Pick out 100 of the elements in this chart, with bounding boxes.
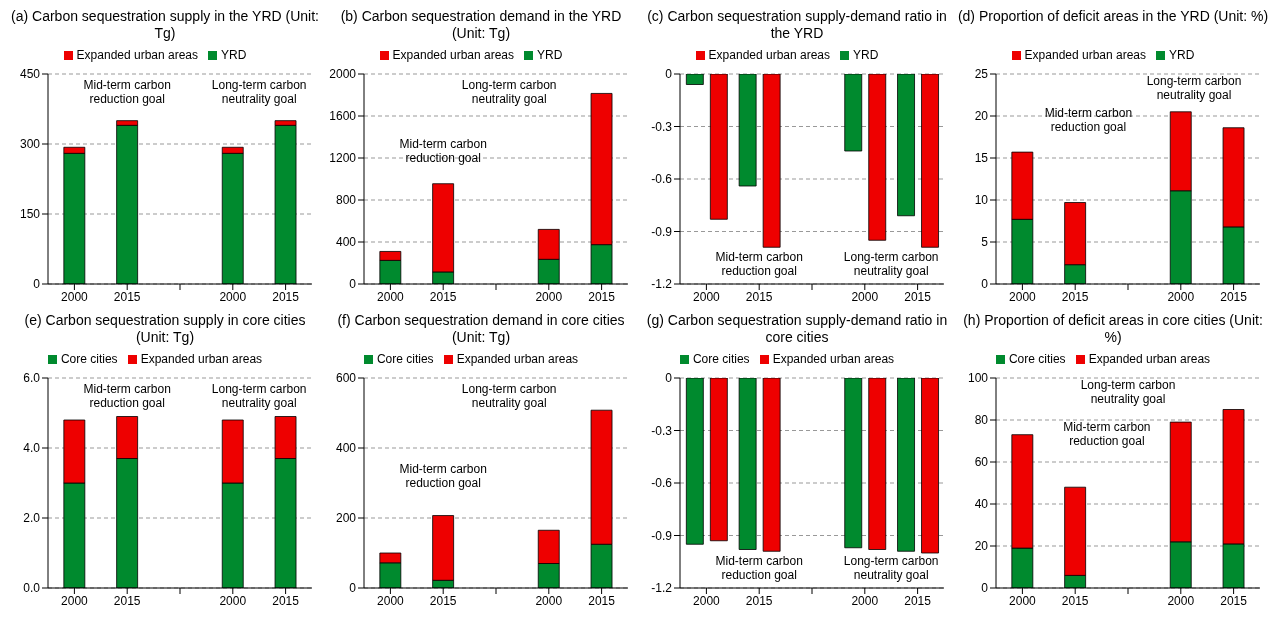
annotation: Long-term carbon neutrality goal <box>1079 378 1177 406</box>
legend-label: Expanded urban areas <box>456 352 579 366</box>
x-tick-label: 2015 <box>745 289 773 304</box>
y-tick-label: 100 <box>967 371 989 386</box>
y-tick-label: 800 <box>335 193 357 208</box>
annotation: Mid-term carbon reduction goal <box>82 382 172 411</box>
x-tick-label: 2015 <box>429 593 457 608</box>
chart-title: (g) Carbon sequestration supply-demand ratio in core cities <box>645 312 949 347</box>
annotation: Mid-term carbon reduction goal <box>1043 105 1134 134</box>
y-tick-label: 2.0 <box>23 511 41 526</box>
legend-label: Expanded urban areas <box>1024 48 1147 62</box>
x-tick-label: 2015 <box>745 593 773 608</box>
x-tick-label: 2015 <box>1061 289 1089 304</box>
x-tick-label: 2000 <box>219 593 247 608</box>
legend-label: Expanded urban areas <box>772 352 895 366</box>
annotation: Long-term carbon neutrality goal <box>210 382 308 411</box>
chart-title: (e) Carbon sequestration supply in core cities (Unit: Tg) <box>23 312 307 347</box>
y-tick-label: 0.0 <box>23 581 41 596</box>
x-tick-label: 2015 <box>429 289 457 304</box>
x-tick-label: 2000 <box>851 289 879 304</box>
y-tick-label: 10 <box>974 193 989 208</box>
x-tick-label: 2000 <box>693 593 721 608</box>
y-tick-label: 1600 <box>329 109 357 124</box>
y-tick-label: 400 <box>335 235 357 250</box>
y-tick-label: 1200 <box>329 151 357 166</box>
annotation: Long-term carbon neutrality goal <box>842 250 940 279</box>
legend-label: Expanded urban areas <box>708 48 831 62</box>
legend-label: Expanded urban areas <box>140 352 263 366</box>
chart-title: (h) Proportion of deficit areas in core cities (Unit: %) <box>962 312 1264 347</box>
x-tick-label: 2015 <box>1220 289 1248 304</box>
y-tick-label: 20 <box>974 109 989 124</box>
y-tick-label: 20 <box>974 539 989 554</box>
x-tick-label: 2015 <box>904 593 932 608</box>
y-tick-label: -0.6 <box>651 476 673 491</box>
y-tick-label: 450 <box>19 67 41 82</box>
x-tick-label: 2015 <box>588 593 616 608</box>
y-tick-label: 600 <box>335 371 357 386</box>
x-tick-label: 2000 <box>535 289 563 304</box>
y-tick-label: 40 <box>974 497 989 512</box>
x-tick-label: 2000 <box>851 593 879 608</box>
y-tick-label: 25 <box>974 67 989 82</box>
y-tick-label: 0 <box>33 277 41 292</box>
chart-title: (c) Carbon sequestration supply-demand ratio in the YRD <box>646 8 948 43</box>
annotation: Mid-term carbon reduction goal <box>714 554 804 583</box>
x-tick-label: 2015 <box>1061 593 1089 608</box>
y-tick-label: 0 <box>665 371 673 386</box>
y-tick-label: 60 <box>974 455 989 470</box>
legend-label: Core cities <box>376 352 434 366</box>
annotation: Long-term carbon neutrality goal <box>460 382 558 411</box>
chart-title: (b) Carbon sequestration demand in the YRD (Unit: Tg) <box>339 8 623 43</box>
chart-title: (f) Carbon sequestration demand in core cities (Unit: Tg) <box>336 312 626 347</box>
x-tick-label: 2015 <box>904 289 932 304</box>
y-tick-label: 15 <box>974 151 989 166</box>
y-tick-label: -0.6 <box>651 172 673 187</box>
x-tick-label: 2000 <box>61 289 89 304</box>
x-tick-label: 2015 <box>113 593 141 608</box>
annotation: Mid-term carbon reduction goal <box>714 250 804 279</box>
legend-label: Expanded urban areas <box>1088 352 1211 366</box>
annotation: Mid-term carbon reduction goal <box>82 78 172 107</box>
annotation: Mid-term carbon reduction goal <box>1062 420 1152 448</box>
x-tick-label: 2000 <box>377 593 405 608</box>
annotation: Mid-term carbon reduction goal <box>398 137 488 165</box>
x-tick-label: 2000 <box>693 289 721 304</box>
legend-label: Expanded urban areas <box>76 48 199 62</box>
annotation: Long-term carbon neutrality goal <box>842 554 940 583</box>
x-tick-label: 2015 <box>272 593 300 608</box>
y-tick-label: 150 <box>19 207 41 222</box>
chart-title: (d) Proportion of deficit areas in the YRD (Unit: %) <box>956 8 1270 26</box>
annotation: Mid-term carbon reduction goal <box>398 462 488 490</box>
x-tick-label: 2000 <box>535 593 563 608</box>
y-tick-label: -0.3 <box>651 119 673 134</box>
x-tick-label: 2015 <box>113 289 141 304</box>
legend-label: YRD <box>1169 48 1195 62</box>
y-tick-label: 0 <box>349 277 357 292</box>
legend-label: Core cities <box>1008 352 1066 366</box>
legend-label: Core cities <box>60 352 118 366</box>
legend-label: YRD <box>853 48 879 62</box>
y-tick-label: 0 <box>981 581 989 596</box>
x-tick-label: 2000 <box>1009 593 1037 608</box>
x-tick-label: 2000 <box>1167 289 1195 304</box>
x-tick-label: 2000 <box>377 289 405 304</box>
y-tick-label: -1.2 <box>651 277 673 292</box>
y-tick-label: -1.2 <box>651 581 673 596</box>
y-tick-label: 400 <box>335 441 357 456</box>
legend-label: Expanded urban areas <box>392 48 515 62</box>
y-tick-label: 0 <box>665 67 673 82</box>
legend-label: YRD <box>537 48 563 62</box>
y-tick-label: 5 <box>981 235 989 250</box>
annotation: Long-term carbon neutrality goal <box>1145 74 1243 102</box>
chart-title: (a) Carbon sequestration supply in the YRD (Unit: Tg) <box>10 8 320 43</box>
y-tick-label: -0.3 <box>651 423 673 438</box>
y-tick-label: 0 <box>981 277 989 292</box>
annotation: Long-term carbon neutrality goal <box>210 78 308 107</box>
x-tick-label: 2015 <box>1220 593 1248 608</box>
x-tick-label: 2000 <box>61 593 89 608</box>
legend-label: Core cities <box>692 352 750 366</box>
y-tick-label: 2000 <box>329 67 357 82</box>
y-tick-label: -0.9 <box>651 224 673 239</box>
y-tick-label: 0 <box>349 581 357 596</box>
x-tick-label: 2000 <box>219 289 247 304</box>
